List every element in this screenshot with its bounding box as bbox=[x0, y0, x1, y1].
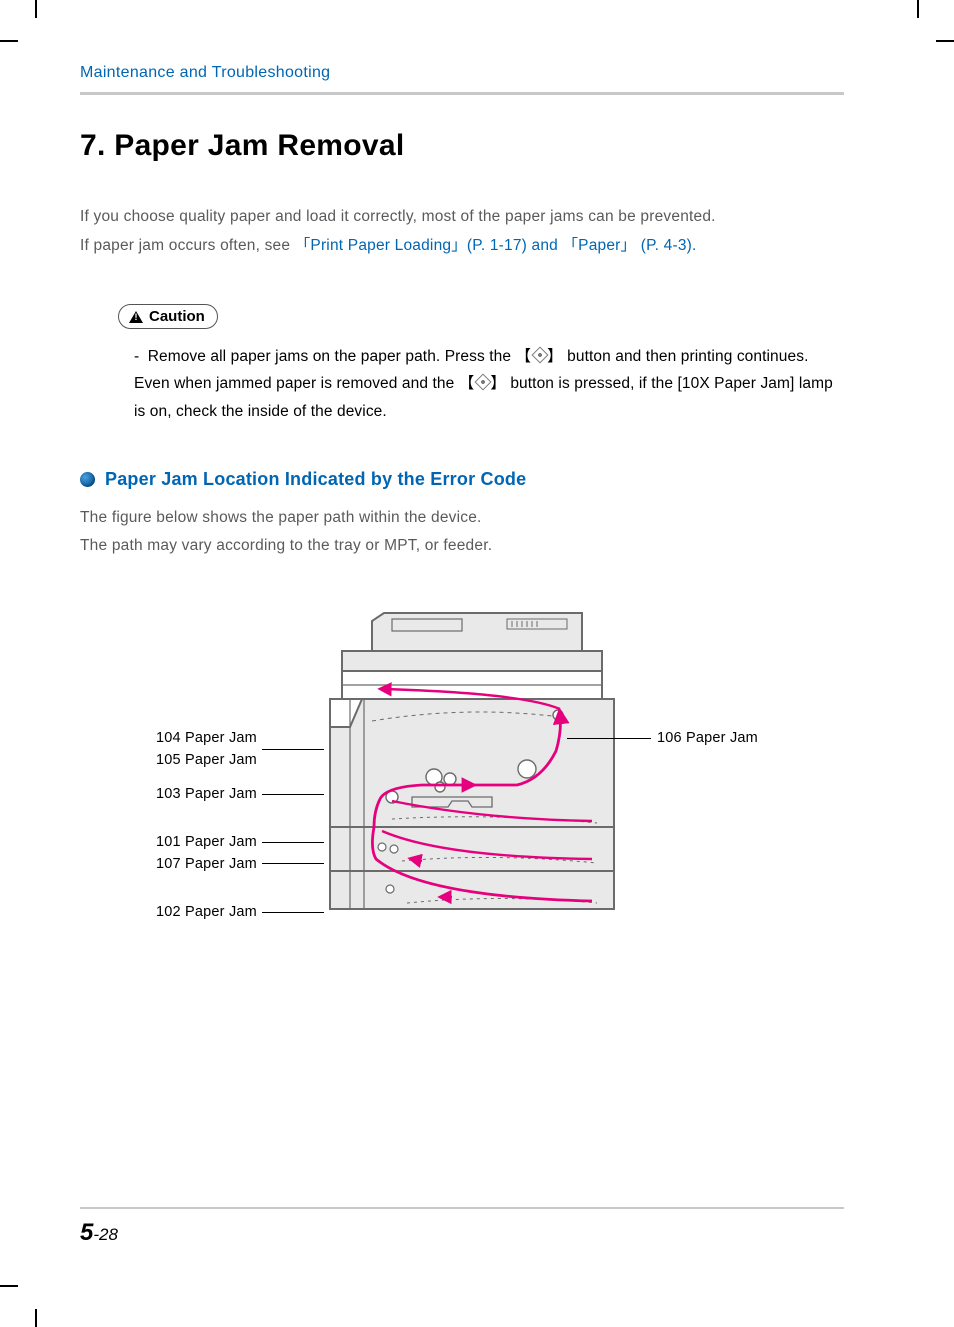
crop-mark bbox=[0, 1285, 18, 1287]
callout-107: 107 Paper Jam bbox=[156, 856, 257, 872]
callout-lead bbox=[262, 863, 324, 864]
subheading-paragraph: The figure below shows the paper path wi… bbox=[80, 504, 844, 561]
crop-mark bbox=[35, 0, 37, 18]
callout-106: 106 Paper Jam bbox=[657, 730, 758, 746]
section-title: 7. Paper Jam Removal bbox=[80, 129, 844, 163]
caution-pill: Caution bbox=[118, 304, 218, 329]
footer-chapter: 5 bbox=[80, 1219, 93, 1246]
callout-lead bbox=[567, 738, 651, 739]
device-illustration bbox=[322, 601, 622, 941]
crop-mark bbox=[35, 1309, 37, 1327]
subheading: Paper Jam Location Indicated by the Erro… bbox=[80, 469, 844, 490]
section-number: 7. bbox=[80, 129, 106, 162]
subheading-bullet-icon bbox=[80, 472, 95, 487]
crop-mark bbox=[936, 40, 954, 42]
caution-label: Caution bbox=[149, 308, 205, 325]
callout-104: 104 Paper Jam bbox=[156, 730, 257, 746]
callout-102: 102 Paper Jam bbox=[156, 904, 257, 920]
subtext-line1: The figure below shows the paper path wi… bbox=[80, 504, 844, 533]
caution-box: Caution - Remove all paper jams on the p… bbox=[118, 304, 834, 424]
intro-paragraph: If you choose quality paper and load it … bbox=[80, 203, 844, 260]
intro-line2-link: 「Print Paper Loading」(P. 1-17) and 「Pape… bbox=[295, 237, 697, 254]
crop-mark bbox=[0, 40, 18, 42]
callout-103: 103 Paper Jam bbox=[156, 786, 257, 802]
caution-body: - Remove all paper jams on the paper pat… bbox=[134, 343, 834, 424]
callout-lead bbox=[262, 794, 324, 795]
warning-icon bbox=[129, 311, 143, 323]
section-title-text: Paper Jam Removal bbox=[114, 129, 404, 162]
crop-mark bbox=[917, 0, 919, 18]
footer-page: -28 bbox=[93, 1225, 118, 1244]
intro-line2-plain: If paper jam occurs often, see bbox=[80, 237, 295, 254]
callout-102-label: 102 Paper Jam bbox=[156, 904, 257, 920]
callout-103-label: 103 Paper Jam bbox=[156, 786, 257, 802]
callout-lead bbox=[262, 912, 324, 913]
callout-105: 105 Paper Jam bbox=[156, 752, 257, 768]
callout-lead bbox=[262, 842, 324, 843]
figure: 104 Paper Jam 105 Paper Jam 103 Paper Ja… bbox=[80, 601, 844, 971]
subtext-line2: The path may vary according to the tray … bbox=[80, 532, 844, 561]
subheading-text: Paper Jam Location Indicated by the Erro… bbox=[105, 469, 526, 490]
callout-lead bbox=[262, 749, 324, 750]
diamond-button-icon bbox=[474, 377, 490, 389]
callout-106-label: 106 Paper Jam bbox=[657, 730, 758, 746]
intro-line1: If you choose quality paper and load it … bbox=[80, 203, 844, 232]
callout-105-label: 105 Paper Jam bbox=[156, 752, 257, 768]
diamond-button-icon bbox=[531, 350, 547, 362]
page-footer: 5-28 bbox=[80, 1207, 844, 1247]
intro-line2: If paper jam occurs often, see 「Print Pa… bbox=[80, 232, 844, 261]
page-content: Maintenance and Troubleshooting 7. Paper… bbox=[80, 64, 844, 1247]
callout-107-label: 107 Paper Jam bbox=[156, 856, 257, 872]
callout-101-label: 101 Paper Jam bbox=[156, 834, 257, 850]
callout-104-label: 104 Paper Jam bbox=[156, 730, 257, 746]
callout-101: 101 Paper Jam bbox=[156, 834, 257, 850]
running-header: Maintenance and Troubleshooting bbox=[80, 64, 844, 95]
caution-seg1: Remove all paper jams on the paper path.… bbox=[148, 348, 531, 365]
bullet-dash: - bbox=[134, 348, 139, 365]
